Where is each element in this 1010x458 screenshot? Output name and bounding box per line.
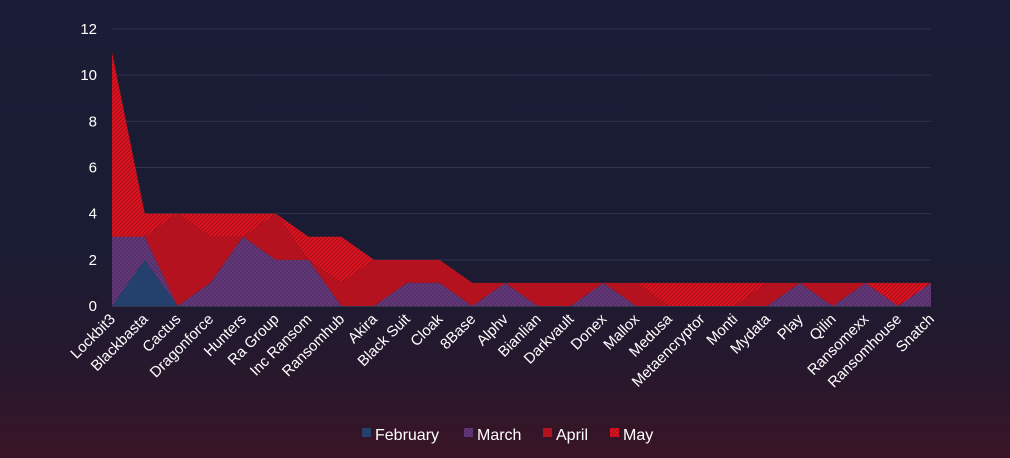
legend-label-april: April xyxy=(556,427,588,444)
x-axis-ticks: Lockbit3BlackbastaCactusDragonforceHunte… xyxy=(67,310,938,391)
y-tick-label: 4 xyxy=(89,206,97,223)
y-tick-label: 12 xyxy=(80,21,97,38)
area-march xyxy=(112,236,931,306)
x-tick-label: Donex xyxy=(568,310,611,353)
y-tick-label: 10 xyxy=(80,67,97,84)
y-tick-label: 2 xyxy=(89,252,97,269)
legend-label-may: May xyxy=(623,427,653,444)
y-tick-label: 8 xyxy=(89,113,97,130)
legend-swatch-march xyxy=(464,428,473,437)
legend-swatch-april xyxy=(543,428,552,437)
y-tick-label: 0 xyxy=(89,298,97,315)
y-axis-ticks: 0 2 4 6 8 10 12 xyxy=(80,21,97,315)
x-tick-label: 8Base xyxy=(437,311,479,353)
area-series xyxy=(112,52,931,307)
legend-label-march: March xyxy=(477,427,521,444)
y-tick-label: 6 xyxy=(89,160,97,177)
legend: February March April May xyxy=(362,427,653,444)
legend-label-february: February xyxy=(375,427,439,444)
x-tick-label: Play xyxy=(774,310,807,343)
area-may xyxy=(112,52,931,307)
legend-swatch-may xyxy=(610,428,619,437)
legend-swatch-february xyxy=(362,428,371,437)
area-april xyxy=(112,213,931,306)
